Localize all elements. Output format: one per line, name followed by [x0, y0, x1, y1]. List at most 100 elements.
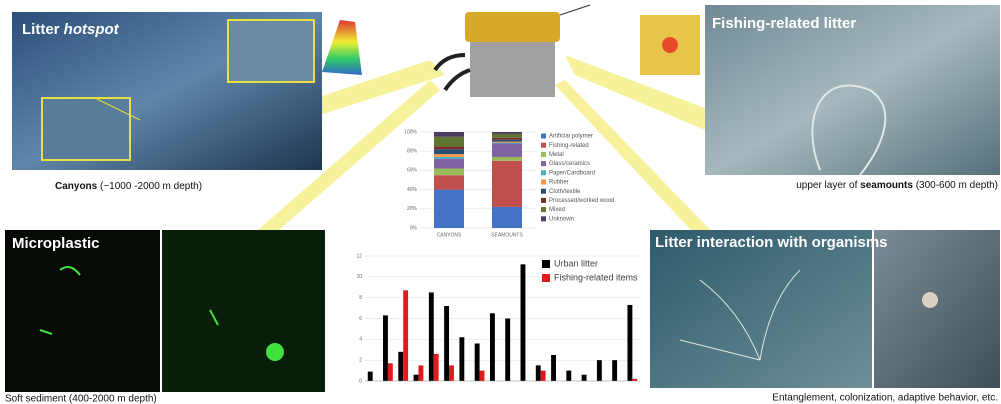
y-tick-label: 40% [407, 187, 418, 193]
bar-segment [492, 137, 522, 140]
bathymetry-peak [662, 37, 678, 53]
legend-swatch [541, 151, 546, 157]
legend-swatch [542, 274, 550, 282]
legend-label: Processed/worked wood [549, 198, 614, 204]
bar-segment [434, 149, 464, 155]
bar [433, 353, 439, 381]
fishing-line [811, 84, 887, 176]
bar [449, 365, 454, 381]
y-tick-label: 4 [359, 337, 362, 343]
bar [383, 315, 388, 381]
bar [428, 292, 434, 381]
particle [266, 343, 284, 361]
particles [39, 265, 219, 335]
bar-segment [434, 189, 464, 228]
y-tick-label: 10 [356, 274, 362, 280]
y-tick-label: 80% [407, 149, 418, 155]
caption: upper layer of seamounts (300-600 m dept… [796, 180, 998, 191]
bar-segment [434, 154, 464, 157]
bar-segment [434, 132, 464, 137]
panel-title: Microplastic [12, 235, 100, 252]
caption-text: (~1000 -2000 m depth) [97, 181, 202, 192]
caption-bold: Canyons [55, 181, 98, 192]
bar [627, 304, 633, 381]
title-em: hotspot [64, 21, 120, 38]
bathymetry [322, 20, 362, 75]
legend-swatch [541, 170, 546, 176]
inset [227, 19, 315, 83]
x-tick-label: SEAMOUNTS [491, 232, 523, 238]
panel-title: Fishing-related litter [712, 15, 856, 32]
bar [612, 360, 618, 381]
seamount-photo [705, 5, 1000, 175]
panel-title: Litter hotspot [22, 21, 120, 38]
legend-label: Fishing-related items [554, 272, 638, 282]
micro-photo [162, 230, 325, 392]
legend-label: Unknown [549, 216, 574, 222]
bar [535, 365, 541, 381]
bar-segment [492, 139, 522, 142]
bar [413, 374, 419, 381]
bar-segment [434, 156, 464, 159]
y-tick-label: 12 [356, 253, 362, 259]
inset-line [94, 97, 141, 121]
bar-segment [434, 175, 464, 190]
legend-swatch [541, 197, 546, 203]
bar-segment [492, 133, 522, 138]
crab [922, 292, 938, 308]
micro-photo [5, 230, 160, 392]
bar-segment [492, 156, 522, 161]
y-tick-label: 100% [404, 129, 417, 135]
caption: Entanglement, colonization, adaptive beh… [772, 393, 998, 404]
legend-label: Urban litter [554, 258, 598, 268]
legend-label: Glass/ceramics [549, 161, 590, 167]
inset [41, 97, 131, 161]
bar-segment [434, 136, 464, 147]
bar [459, 337, 465, 381]
bar [505, 318, 511, 381]
legend-swatch [541, 179, 546, 185]
bar [489, 313, 495, 381]
bar-segment [434, 158, 464, 169]
bar [551, 354, 556, 381]
bar [387, 363, 393, 381]
bar [474, 343, 480, 381]
legend-label: Fishing-related [549, 143, 589, 149]
legend-swatch [541, 133, 546, 139]
bar-segment [492, 143, 522, 157]
bar [398, 351, 404, 381]
beams [235, 55, 720, 255]
bar [367, 371, 373, 381]
bar-segment [492, 142, 522, 144]
legend-swatch [541, 161, 546, 167]
bar-segment [492, 132, 522, 134]
legend-swatch [541, 216, 546, 222]
organism-photo [650, 230, 872, 388]
bar [596, 360, 602, 381]
y-tick-label: 6 [359, 316, 362, 322]
legend-label: Metal [549, 152, 564, 158]
caption-bold: seamounts [860, 180, 913, 191]
bar-segment [434, 168, 464, 176]
legend-swatch [541, 142, 546, 148]
caption-text: upper layer of [796, 180, 860, 191]
legend-label: Rubber [549, 180, 569, 186]
bar [540, 370, 546, 381]
caption-text: (300-600 m depth) [913, 180, 998, 191]
legend-label: Mixed [549, 207, 565, 213]
x-tick-label: CANYONS [437, 232, 462, 238]
charts: 0% 20% 40% 60% 80% 100% CANYONS SEAMOUNTS Artifi… [356, 129, 640, 384]
bar-segment [492, 160, 522, 207]
caption: Soft sediment (400-2000 m depth) [5, 394, 157, 404]
organism-photo [874, 230, 1000, 388]
bar-segment [492, 206, 522, 228]
panel-title: Litter interaction with organisms [655, 234, 888, 251]
y-tick-label: 2 [359, 357, 362, 363]
bar-segment [434, 146, 464, 150]
legend-label: Paper/Cardboard [549, 170, 595, 176]
bar [520, 264, 526, 381]
legend-label: Artificial polymer [549, 134, 593, 140]
y-tick-label: 0% [410, 225, 418, 231]
bar [403, 290, 409, 381]
